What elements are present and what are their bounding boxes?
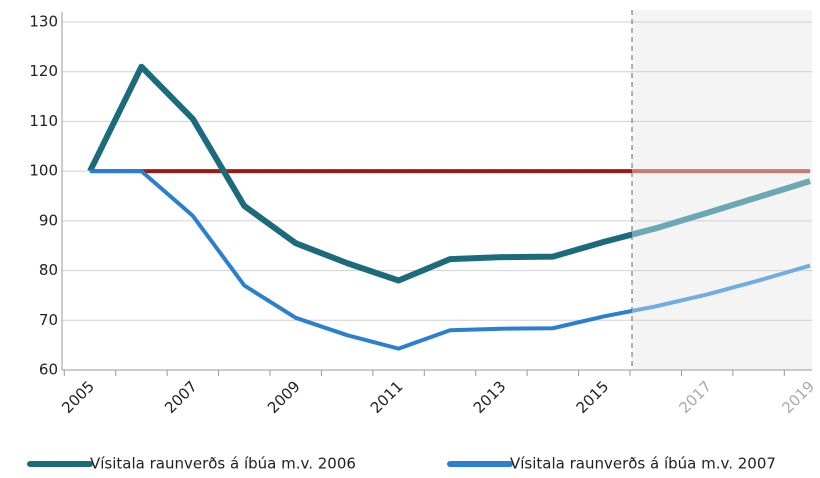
y-tick-label: 70 bbox=[39, 311, 58, 329]
y-tick-label: 100 bbox=[29, 162, 58, 180]
legend-label: Vísitala raunverðs á íbúa m.v. 2006 bbox=[90, 455, 356, 473]
x-tick-label: 2015 bbox=[573, 377, 613, 417]
series-line bbox=[87, 63, 811, 284]
x-tick-label: 2017 bbox=[675, 377, 715, 417]
x-tick-label: 2011 bbox=[367, 377, 407, 417]
legend-label: Vísitala raunverðs á íbúa m.v. 2007 bbox=[510, 455, 776, 473]
series-line bbox=[90, 169, 811, 351]
y-tick-label: 110 bbox=[29, 112, 58, 130]
x-tick-label: 2007 bbox=[161, 377, 201, 417]
y-tick-label: 60 bbox=[39, 361, 58, 379]
x-tick-label: 2019 bbox=[778, 377, 818, 417]
y-tick-label: 90 bbox=[39, 211, 58, 229]
y-tick-label: 80 bbox=[39, 261, 58, 279]
x-tick-label: 2013 bbox=[470, 377, 510, 417]
y-tick-label: 120 bbox=[29, 62, 58, 80]
x-tick-label: 2009 bbox=[264, 377, 304, 417]
y-tick-label: 130 bbox=[29, 13, 58, 31]
x-tick-label: 2005 bbox=[58, 377, 98, 417]
